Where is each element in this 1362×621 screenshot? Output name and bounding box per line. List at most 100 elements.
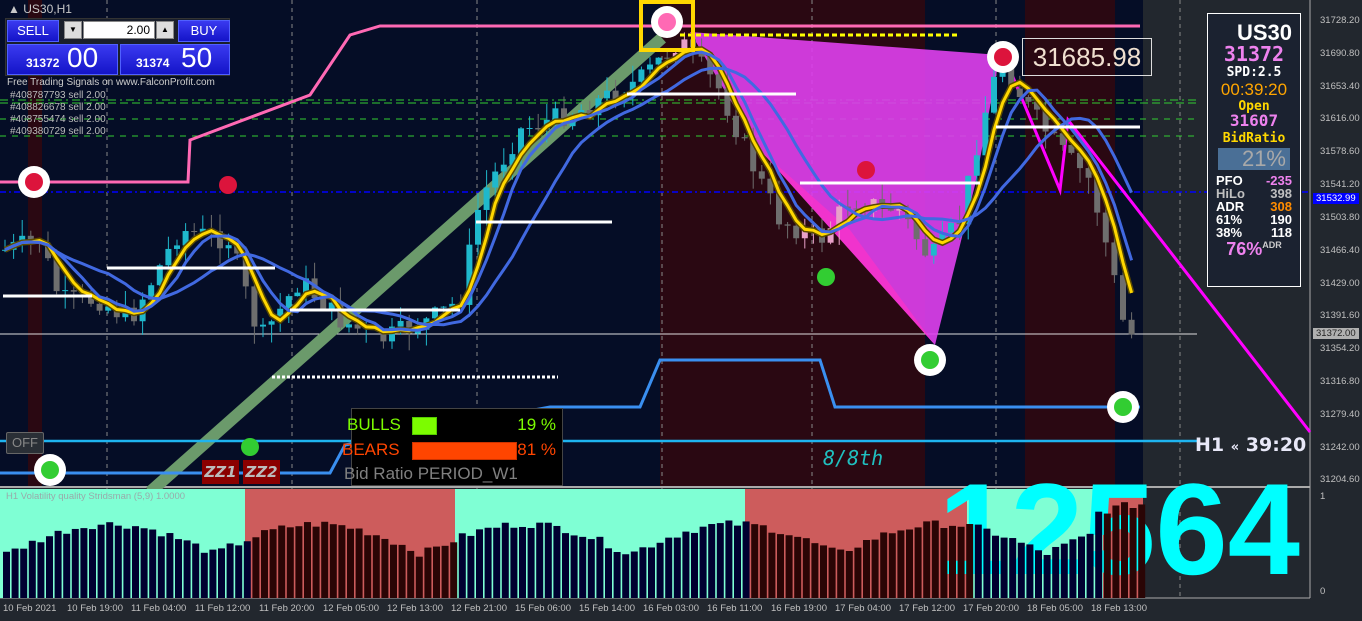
indicator-bar xyxy=(252,537,260,598)
candle-body xyxy=(939,232,946,244)
sell-button[interactable]: SELL xyxy=(7,20,59,42)
indicator-bar xyxy=(381,538,389,598)
indicator-bar xyxy=(630,551,638,598)
candle-body xyxy=(500,164,507,172)
info-row-label: ADR xyxy=(1216,199,1245,214)
bears-bar xyxy=(412,442,518,460)
quantity-input[interactable]: 2.00 xyxy=(83,21,155,39)
candle-body xyxy=(346,324,352,328)
indicator-bar xyxy=(484,527,492,598)
indicator-bar xyxy=(1026,544,1034,598)
candle-body xyxy=(105,306,112,311)
bear-zone xyxy=(1025,0,1115,486)
indicator-bar xyxy=(46,536,53,598)
candle-body xyxy=(965,175,972,225)
candle-body xyxy=(88,293,94,304)
indicator-bar xyxy=(183,540,191,598)
candle-body xyxy=(1085,168,1092,178)
indicator-bar xyxy=(716,523,724,598)
indicator-bar xyxy=(897,530,905,598)
info-row: PFO -235 xyxy=(1208,174,1300,187)
zz1-button[interactable]: ZZ1 xyxy=(202,460,239,484)
candle-body xyxy=(604,90,610,99)
buy-button[interactable]: BUY xyxy=(178,20,230,42)
indicator-bar xyxy=(639,547,647,598)
indicator-bar xyxy=(123,528,131,598)
indicator-bar xyxy=(89,529,96,598)
candle-body xyxy=(354,324,361,329)
indicator-bar xyxy=(828,547,836,598)
time-axis-label: 12 Feb 21:00 xyxy=(451,603,507,614)
indicator-bar xyxy=(261,530,268,598)
indicator-bar xyxy=(329,524,337,598)
candle-body xyxy=(199,228,206,232)
candle-body xyxy=(337,302,344,328)
indicator-bar xyxy=(1069,539,1077,598)
ma-slow-line xyxy=(4,66,1133,327)
indicator-bar xyxy=(1138,504,1146,598)
bulls-percent: 19 % xyxy=(517,415,556,434)
candle-body xyxy=(535,128,542,130)
order-label: #408826678 sell 2.00 xyxy=(10,102,106,113)
price-axis-label: 31728.20 xyxy=(1320,15,1360,26)
indicator-bar xyxy=(304,522,311,598)
one-click-trade-panel: SELL ▼ 2.00 ▲ BUY 31372 00 31374 50 xyxy=(5,18,230,76)
time-axis-label: 11 Feb 20:00 xyxy=(259,603,315,614)
candle-body xyxy=(277,308,284,322)
candle-body xyxy=(733,115,739,138)
indicator-bar xyxy=(3,551,10,598)
indicator-bar xyxy=(286,527,294,598)
candle-body xyxy=(655,57,662,65)
indicator-bar xyxy=(433,546,440,598)
indicator-bar xyxy=(992,535,999,598)
candle-body xyxy=(466,244,473,305)
indicator-bar xyxy=(734,525,741,598)
quantity-decrease-button[interactable]: ▼ xyxy=(64,21,82,39)
candle-body xyxy=(62,290,69,292)
indicator-bar xyxy=(1017,542,1025,598)
candle-body xyxy=(45,243,51,259)
candle-body xyxy=(19,235,26,242)
candle-body xyxy=(1128,319,1135,335)
indicator-bar xyxy=(519,526,526,598)
indicator-bar xyxy=(226,543,234,598)
indicator-bar xyxy=(312,526,320,598)
buy-price-button[interactable]: 31374 50 xyxy=(120,42,230,75)
time-axis-label: 10 Feb 19:00 xyxy=(67,603,123,614)
candle-body xyxy=(776,193,782,225)
info-spread: SPD:2.5 xyxy=(1226,65,1282,80)
indicator-bar xyxy=(1043,554,1051,598)
info-row-value: 190 xyxy=(1270,212,1292,227)
zz2-button[interactable]: ZZ2 xyxy=(243,460,280,484)
timer-glyph: « xyxy=(1230,440,1240,455)
info-row-value: 118 xyxy=(1271,225,1292,240)
info-symbol: US30 xyxy=(1236,20,1292,45)
order-label: #408787793 sell 2.00 xyxy=(10,90,106,101)
sell-price-button[interactable]: 31372 00 xyxy=(7,42,118,75)
murrey-level-label: 8/8th xyxy=(823,446,884,470)
candle-body xyxy=(1008,67,1015,89)
indicator-bar xyxy=(278,525,286,598)
indicator-bar xyxy=(837,549,845,598)
indicator-bar xyxy=(1060,543,1068,598)
candle-body xyxy=(1025,96,1032,102)
info-row-value: -235 xyxy=(1265,173,1292,188)
indicator-bar xyxy=(880,532,888,598)
candle-body xyxy=(475,209,481,245)
candle-body xyxy=(449,303,456,307)
quantity-increase-button[interactable]: ▲ xyxy=(156,21,174,39)
time-axis-label: 12 Feb 13:00 xyxy=(387,603,443,614)
fractal-dot xyxy=(857,161,875,179)
candle-body xyxy=(1059,133,1066,145)
indicator-bar xyxy=(802,538,810,598)
price-label-box: 31685.98 xyxy=(1022,38,1152,76)
indicator-bar xyxy=(587,539,595,598)
candle-body xyxy=(836,206,843,229)
off-button[interactable]: OFF xyxy=(6,432,44,454)
signal-marker-dot xyxy=(41,461,59,479)
candle-body xyxy=(320,298,327,311)
info-adr-suffix: ADR xyxy=(1262,240,1282,250)
time-axis-label: 15 Feb 14:00 xyxy=(579,603,635,614)
indicator-bar xyxy=(665,537,673,598)
